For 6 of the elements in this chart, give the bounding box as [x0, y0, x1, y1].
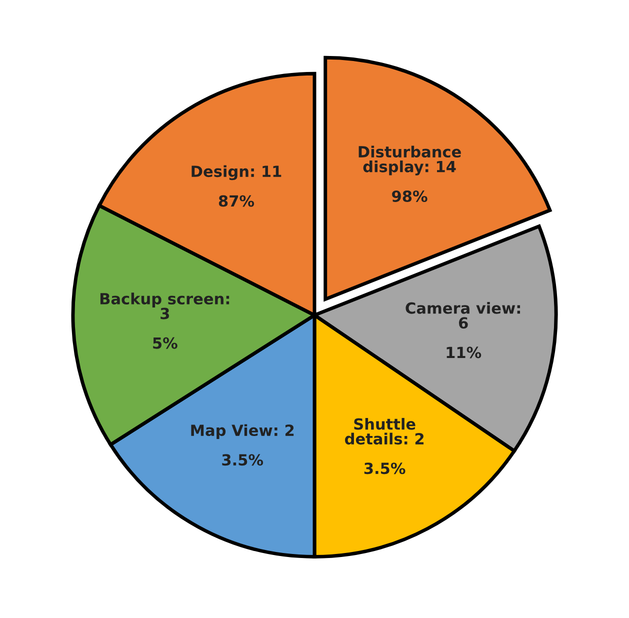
slice-label: Camera view: 6 11%	[406, 302, 520, 358]
slice-label: Map View: 2 3.5%	[191, 424, 294, 466]
slice-label: Shuttle details: 2 3.5%	[344, 418, 424, 474]
slice-label: Design: 11 87%	[192, 165, 282, 207]
slice-label: Disturbance display: 14 98%	[358, 146, 461, 202]
slice-label: Backup screen: 3 5%	[100, 292, 230, 349]
